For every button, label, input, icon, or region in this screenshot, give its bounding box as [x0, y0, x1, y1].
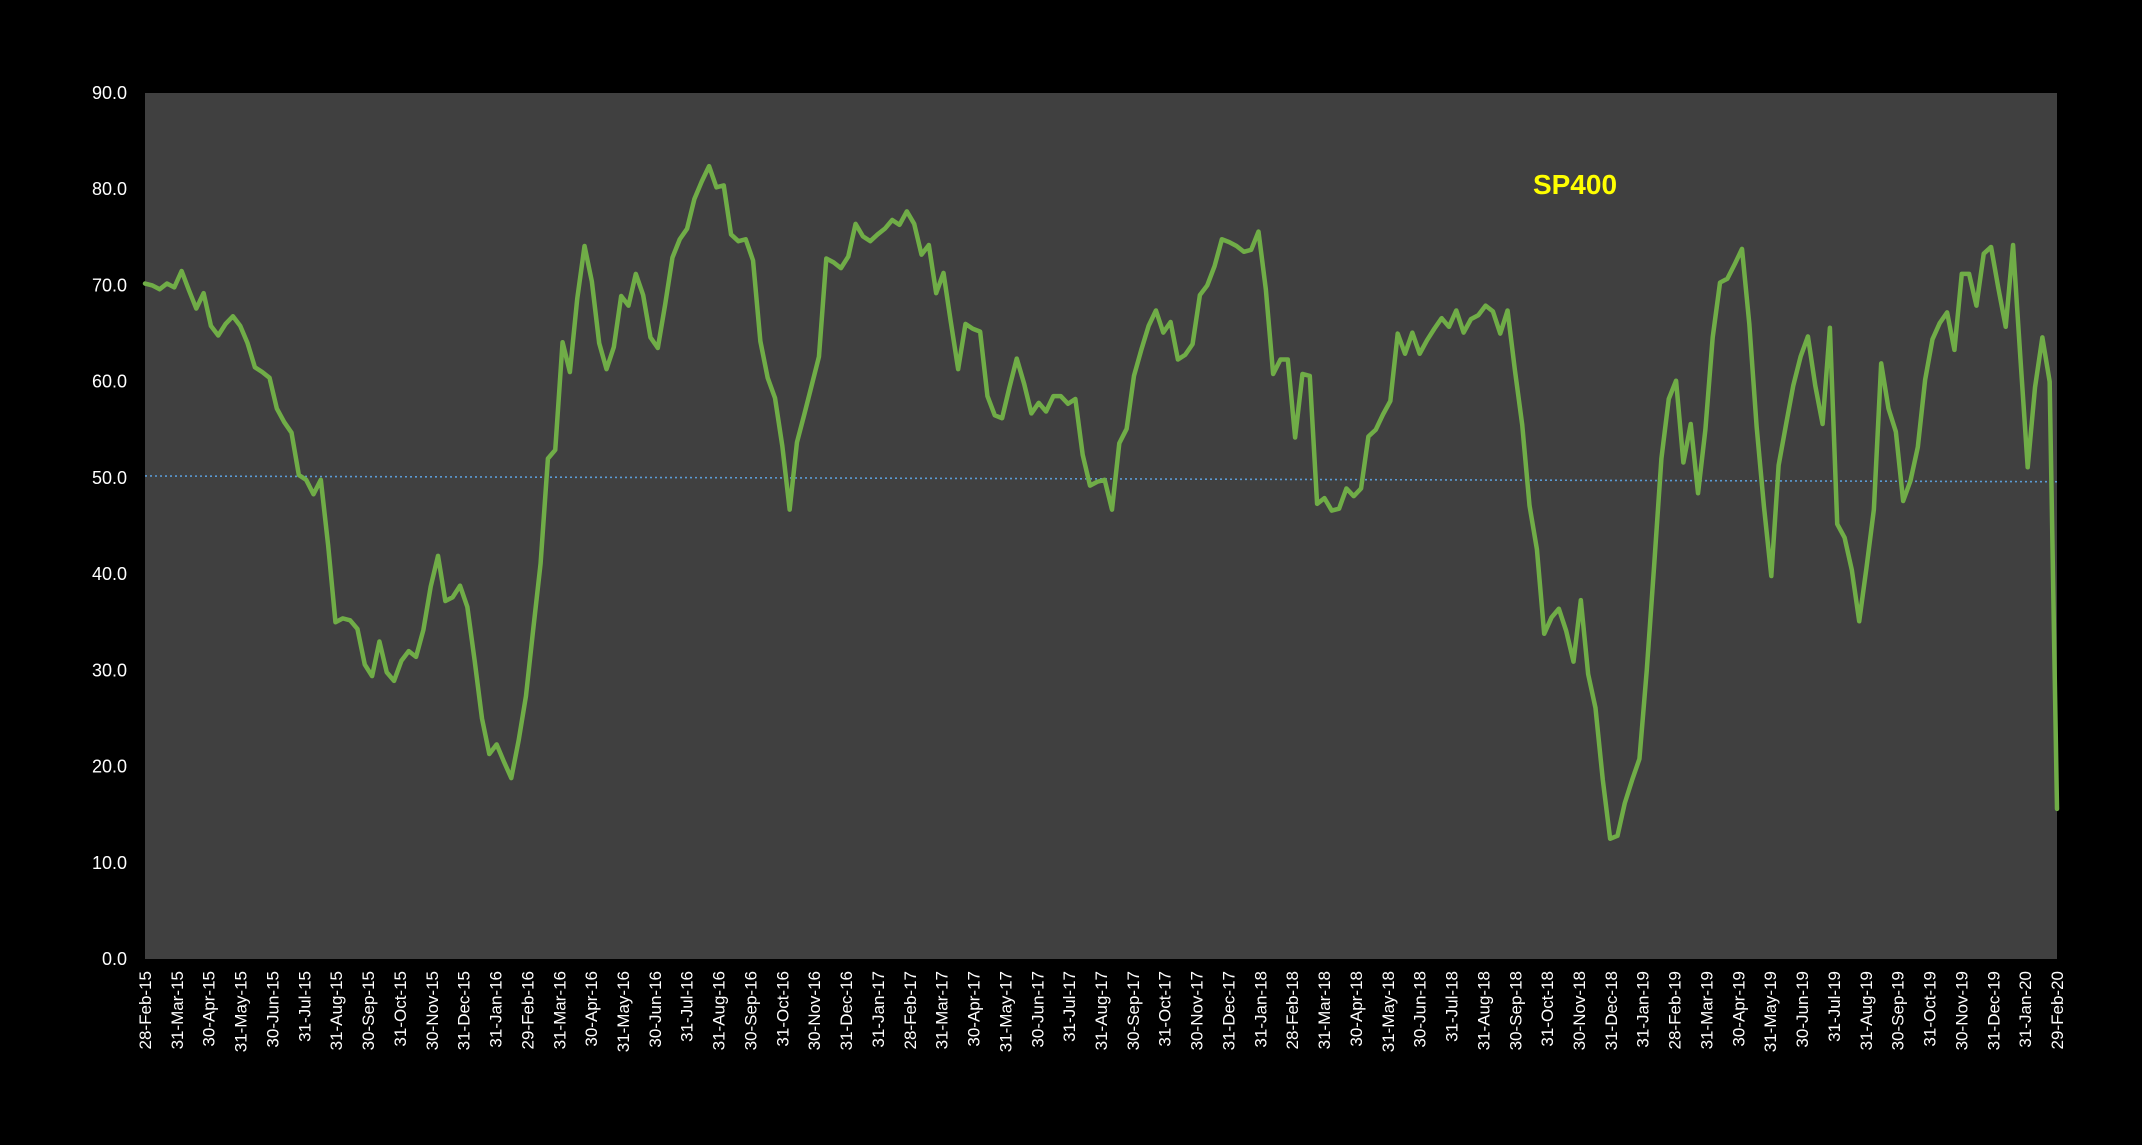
x-tick-label: 31-May-15: [232, 971, 251, 1052]
y-tick-label: 20.0: [92, 757, 127, 777]
y-tick-label: 80.0: [92, 179, 127, 199]
x-tick-label: 31-Aug-16: [710, 971, 729, 1050]
x-tick-label: 31-Jan-17: [869, 971, 888, 1048]
x-tick-label: 31-Mar-15: [168, 971, 187, 1049]
x-tick-label: 30-Sep-16: [741, 971, 760, 1050]
x-tick-label: 31-Dec-15: [455, 971, 474, 1050]
x-tick-label: 30-Apr-16: [582, 971, 601, 1047]
x-tick-label: 30-Apr-18: [1347, 971, 1366, 1047]
x-tick-label: 28-Feb-17: [901, 971, 920, 1049]
x-tick-label: 30-Jun-18: [1411, 971, 1430, 1048]
x-tick-label: 30-Sep-15: [359, 971, 378, 1050]
x-tick-label: 31-Dec-17: [1219, 971, 1238, 1050]
x-tick-label: 31-Dec-16: [837, 971, 856, 1050]
x-tick-label: 31-May-17: [996, 971, 1015, 1052]
x-tick-label: 31-Oct-19: [1921, 971, 1940, 1047]
x-tick-label: 30-Apr-15: [200, 971, 219, 1047]
x-tick-label: 29-Feb-20: [2048, 971, 2067, 1049]
y-tick-label: 10.0: [92, 853, 127, 873]
y-tick-label: 0.0: [102, 949, 127, 969]
x-tick-label: 30-Jun-16: [646, 971, 665, 1048]
x-tick-label: 31-Mar-19: [1697, 971, 1716, 1049]
x-tick-label: 31-May-19: [1761, 971, 1780, 1052]
x-tick-label: 31-Jan-19: [1634, 971, 1653, 1048]
x-tick-label: 31-Oct-15: [391, 971, 410, 1047]
x-tick-label: 31-Oct-17: [1156, 971, 1175, 1047]
x-tick-label: 31-Jul-16: [678, 971, 697, 1042]
y-tick-label: 40.0: [92, 564, 127, 584]
x-tick-label: 28-Feb-18: [1283, 971, 1302, 1049]
series-group: [142, 163, 2060, 841]
x-tick-label: 31-Dec-18: [1602, 971, 1621, 1050]
x-tick-label: 30-Jun-17: [1028, 971, 1047, 1048]
x-tick-label: 31-Jan-18: [1251, 971, 1270, 1048]
x-tick-label: 31-Jan-20: [2016, 971, 2035, 1048]
x-tick-label: 31-Jul-18: [1443, 971, 1462, 1042]
x-tick-label: 30-Nov-17: [1188, 971, 1207, 1050]
y-tick-label: 70.0: [92, 275, 127, 295]
x-tick-label: 31-Jul-17: [1060, 971, 1079, 1042]
x-tick-label: 31-Jul-15: [295, 971, 314, 1042]
plot-area: [145, 93, 2057, 959]
y-tick-label: 30.0: [92, 660, 127, 680]
x-tick-label: 31-Oct-18: [1538, 971, 1557, 1047]
x-tick-label: 31-Aug-19: [1857, 971, 1876, 1050]
x-tick-label: 31-Aug-15: [327, 971, 346, 1050]
x-tick-label: 31-Mar-17: [933, 971, 952, 1049]
x-tick-label: 31-Aug-17: [1092, 971, 1111, 1050]
x-tick-label: 30-Nov-18: [1570, 971, 1589, 1050]
x-axis: 28-Feb-15 31-Mar-15 30-Apr-15 31-May-15 30-J…: [136, 971, 2067, 1052]
x-tick-label: 28-Feb-19: [1666, 971, 1685, 1049]
x-tick-label: 30-Nov-19: [1952, 971, 1971, 1050]
y-tick-label: 60.0: [92, 372, 127, 392]
chart-title: SP400: [1533, 169, 1617, 200]
x-tick-label: 31-Mar-16: [550, 971, 569, 1049]
x-tick-label: 30-Nov-16: [805, 971, 824, 1050]
x-tick-label: 30-Apr-17: [965, 971, 984, 1047]
y-tick-label: 90.0: [92, 83, 127, 103]
x-tick-label: 30-Nov-15: [423, 971, 442, 1050]
x-tick-label: 31-Jul-19: [1825, 971, 1844, 1042]
x-tick-label: 30-Jun-19: [1793, 971, 1812, 1048]
x-tick-label: 31-Dec-19: [1984, 971, 2003, 1050]
x-tick-label: 30-Apr-19: [1729, 971, 1748, 1047]
x-tick-label: 31-May-16: [614, 971, 633, 1052]
x-tick-label: 29-Feb-16: [518, 971, 537, 1049]
y-tick-label: 50.0: [92, 468, 127, 488]
y-axis: 0.0 10.0 20.0 30.0 40.0 50.0 60.0 70.0 80.0 90.0: [92, 83, 127, 969]
x-tick-label: 31-Aug-18: [1474, 971, 1493, 1050]
x-tick-label: 30-Sep-17: [1124, 971, 1143, 1050]
x-tick-label: 31-Oct-16: [773, 971, 792, 1047]
x-tick-label: 31-Mar-18: [1315, 971, 1334, 1049]
series-line: [142, 163, 2060, 841]
x-tick-label: 30-Sep-18: [1506, 971, 1525, 1050]
x-tick-label: 30-Sep-19: [1889, 971, 1908, 1050]
x-tick-label: 30-Jun-15: [263, 971, 282, 1048]
x-tick-label: 31-Jan-16: [487, 971, 506, 1048]
x-tick-label: 28-Feb-15: [136, 971, 155, 1049]
x-tick-label: 31-May-18: [1379, 971, 1398, 1052]
